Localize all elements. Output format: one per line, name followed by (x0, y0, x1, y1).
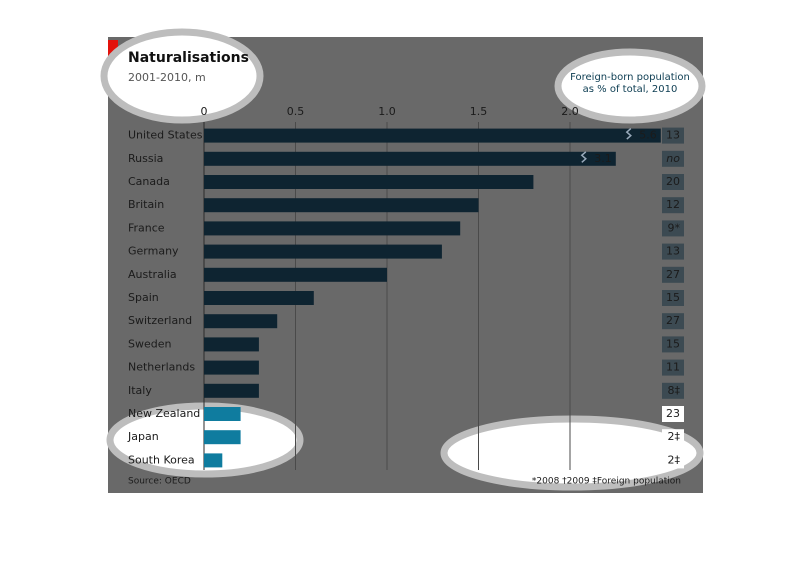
highlight (100, 28, 264, 124)
footnotes: *2008 †2009 ‡Foreign population (532, 477, 681, 487)
column-title: Foreign-born population (570, 72, 690, 83)
y-tick-label: Netherlands (128, 361, 195, 374)
column-value: 27 (666, 314, 680, 327)
y-tick-label: Italy (128, 384, 152, 397)
y-tick-label: Germany (128, 245, 179, 258)
y-tick-label: Switzerland (128, 314, 192, 327)
column-subtitle: as % of total, 2010 (583, 84, 678, 95)
column-cell (662, 174, 684, 190)
y-tick-label: Russia (128, 152, 163, 165)
column-cell (662, 313, 684, 330)
bar (204, 430, 241, 445)
x-tick-label: 1.0 (378, 105, 396, 118)
column-cell (662, 359, 684, 376)
column-cell (662, 452, 684, 469)
x-tick-label: 2.0 (561, 105, 579, 118)
column-value: 20 (666, 175, 680, 188)
bar (204, 407, 241, 421)
y-tick-label: South Korea (128, 453, 195, 466)
highlight (440, 415, 704, 491)
column-value: 15 (666, 337, 680, 350)
x-tick-label: 0.5 (287, 105, 305, 118)
column-value: 23 (666, 407, 680, 420)
source: Source: OECD (128, 477, 191, 487)
column-cell (662, 197, 684, 214)
bar (204, 221, 461, 236)
column-cell (662, 220, 684, 237)
column-cell (662, 382, 684, 399)
column-value: 2‡ (668, 430, 681, 443)
bar (204, 291, 314, 305)
column-value: 15 (666, 291, 680, 304)
y-tick-label: Canada (128, 175, 170, 188)
bar (204, 244, 442, 259)
column-value: 9* (668, 221, 681, 234)
chart-title: Naturalisations (128, 50, 249, 66)
bar (204, 151, 616, 166)
column-value: no (666, 152, 680, 165)
column-value: 27 (666, 268, 680, 281)
column-cell (662, 150, 684, 167)
y-tick-label: Britain (128, 198, 164, 211)
column-value: 8‡ (668, 384, 681, 397)
column-value: 2‡ (668, 453, 681, 466)
x-tick-label: 1.5 (470, 105, 488, 118)
column-cell (662, 243, 684, 260)
y-tick-label: Australia (128, 268, 177, 281)
column-cell (662, 429, 684, 446)
value-label: 3.1 (594, 152, 612, 165)
bar (204, 360, 259, 375)
bar (204, 383, 259, 398)
y-tick-label: Spain (128, 291, 159, 304)
column-cell (662, 127, 684, 144)
value-label: 5.6 (639, 129, 657, 142)
column-value: 12 (666, 198, 680, 211)
bar (204, 267, 387, 282)
highlight (554, 48, 706, 124)
y-tick-label: Japan (127, 430, 159, 443)
x-tick-label: 0 (201, 105, 208, 118)
chart-subtitle: 2001-2010, m (128, 71, 206, 84)
column-value: 13 (666, 245, 680, 258)
bar (204, 175, 534, 189)
y-tick-label: Sweden (128, 337, 171, 350)
highlights (100, 28, 706, 491)
bar (204, 453, 223, 468)
bar (204, 337, 259, 352)
column-cell (662, 406, 684, 422)
y-tick-label: New Zealand (128, 407, 200, 420)
bar (204, 314, 278, 329)
axis-break (625, 128, 632, 140)
y-tick-label: United States (128, 129, 203, 142)
column-value: 11 (666, 361, 680, 374)
bar (204, 128, 661, 143)
bar (204, 198, 479, 213)
axis-break (580, 151, 587, 163)
column-value: 13 (666, 129, 680, 142)
column-cell (662, 336, 684, 353)
column-cell (662, 290, 684, 306)
column-cell (662, 266, 684, 283)
y-tick-label: France (128, 221, 165, 234)
